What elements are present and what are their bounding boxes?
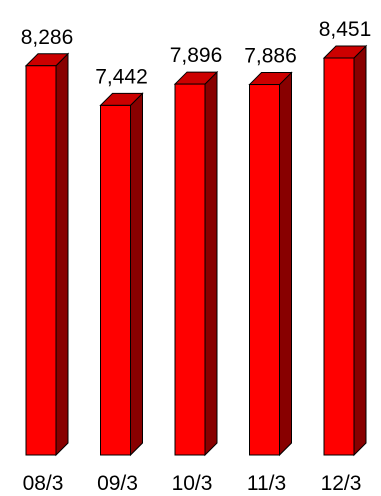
bar bbox=[323, 57, 355, 456]
bar bbox=[100, 104, 131, 456]
data-label: 8,451 bbox=[319, 18, 372, 41]
bar-side bbox=[204, 70, 218, 457]
bar-side bbox=[353, 44, 367, 457]
x-tick-label: 11/3 bbox=[247, 472, 286, 495]
data-label: 7,896 bbox=[170, 44, 223, 67]
bar-side bbox=[55, 52, 69, 457]
x-tick-label: 12/3 bbox=[321, 472, 362, 495]
x-tick-label: 10/3 bbox=[172, 472, 213, 495]
x-tick-label: 08/3 bbox=[23, 472, 64, 495]
bar bbox=[174, 83, 206, 456]
data-label: 8,286 bbox=[21, 26, 74, 49]
data-label: 7,442 bbox=[95, 65, 148, 88]
bar bbox=[25, 65, 57, 456]
bar-side bbox=[279, 71, 292, 457]
bar bbox=[249, 84, 280, 456]
bar-side bbox=[130, 92, 143, 457]
x-tick-label: 09/3 bbox=[97, 472, 138, 495]
data-label: 7,886 bbox=[244, 45, 297, 68]
